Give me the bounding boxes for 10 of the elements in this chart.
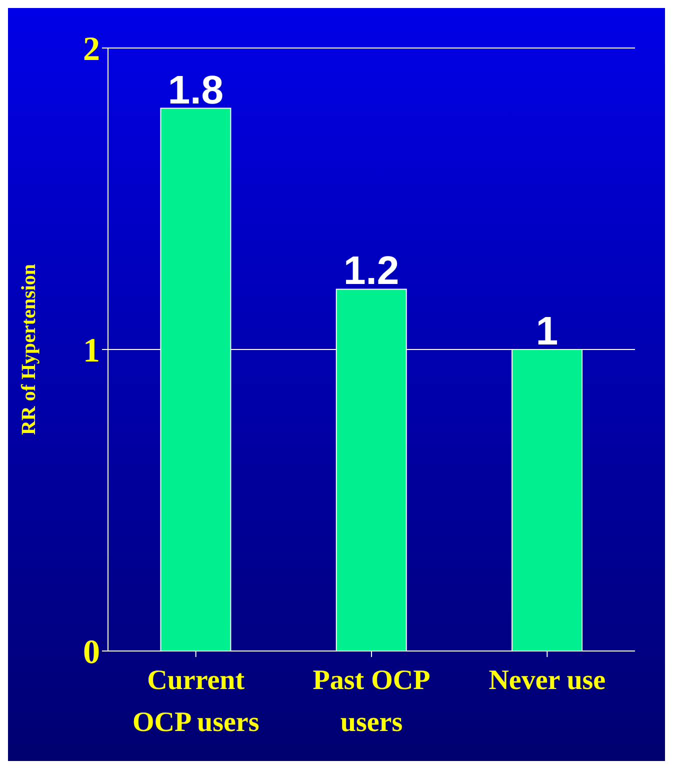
x-tick-label: Past OCP users bbox=[312, 665, 430, 738]
y-tick-label: 1 bbox=[83, 332, 100, 370]
data-label: 1.8 bbox=[168, 68, 224, 112]
data-label: 1 bbox=[536, 310, 558, 354]
y-tick-label: 2 bbox=[83, 31, 100, 68]
y-tick-label: 0 bbox=[83, 634, 100, 672]
y-axis-title: RR of Hypertension bbox=[18, 264, 40, 436]
x-tick-label: Never use bbox=[488, 665, 606, 696]
data-label: 1.2 bbox=[344, 249, 400, 294]
x-tick-label: Current OCP users bbox=[132, 665, 260, 738]
